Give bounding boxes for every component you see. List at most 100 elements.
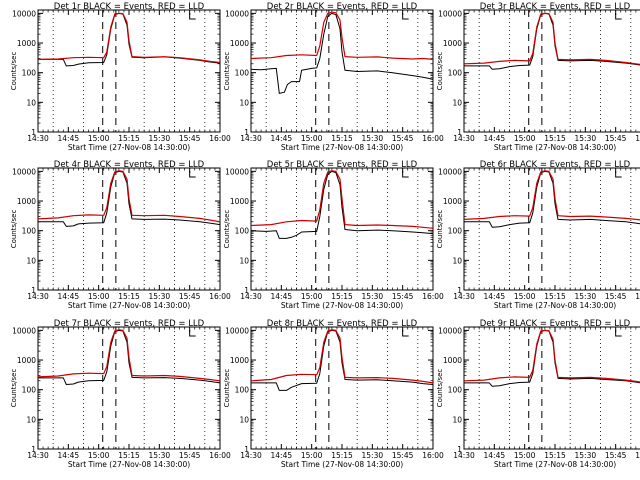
y-tick-label: 1 xyxy=(457,445,462,454)
x-tick-label: 14:45 xyxy=(58,292,80,301)
x-tick-label: 14:30 xyxy=(240,134,262,143)
panel-title: Det 3r BLACK = Events, RED = LLD xyxy=(480,2,631,12)
series-lld-line xyxy=(463,329,640,383)
x-tick-label: 15:30 xyxy=(362,451,384,460)
panel-det-2: Det 2r BLACK = Events, RED = LLD 1 10 100 10… xyxy=(223,2,444,152)
x-tick-label: 15:30 xyxy=(575,451,597,460)
x-tick-label: 15:45 xyxy=(392,134,414,143)
x-tick-label: 15:45 xyxy=(392,292,414,301)
corner-marker xyxy=(189,171,196,178)
x-tick-label: 15:00 xyxy=(301,451,323,460)
panel-title: Det 6r BLACK = Events, RED = LLD xyxy=(480,160,631,170)
x-tick-label: 15:00 xyxy=(514,134,536,143)
x-axis-label: Start Time (27-Nov-08 14:30:00) xyxy=(281,301,403,310)
x-tick-label: 16:00 xyxy=(635,292,640,301)
x-tick-label: 15:45 xyxy=(392,451,414,460)
x-tick-label: 15:15 xyxy=(331,134,353,143)
x-axis-label: Start Time (27-Nov-08 14:30:00) xyxy=(68,143,190,152)
y-tick-label: 10000 xyxy=(438,9,462,18)
y-axis-label: Counts/sec xyxy=(223,369,231,408)
plot-frame xyxy=(463,167,640,291)
x-tick-label: 14:45 xyxy=(484,134,506,143)
x-tick-label: 15:15 xyxy=(544,134,566,143)
y-tick-label: 1 xyxy=(244,286,249,295)
x-axis-label: Start Time (27-Nov-08 14:30:00) xyxy=(494,143,616,152)
series-events-line xyxy=(464,170,640,228)
x-tick-label: 16:00 xyxy=(422,292,444,301)
y-tick-label: 1000 xyxy=(443,39,462,48)
plot-frame xyxy=(250,167,434,291)
y-axis-label: Counts/sec xyxy=(436,369,444,408)
x-axis-label: Start Time (27-Nov-08 14:30:00) xyxy=(494,460,616,469)
y-tick-label: 10 xyxy=(239,415,249,424)
y-tick-label: 100 xyxy=(22,69,37,78)
panel-title: Det 5r BLACK = Events, RED = LLD xyxy=(267,160,418,170)
y-tick-label: 10000 xyxy=(12,326,36,335)
x-tick-label: 15:45 xyxy=(179,292,201,301)
y-tick-label: 100 xyxy=(235,227,250,236)
y-axis-label: Counts/sec xyxy=(223,210,231,249)
x-tick-label: 15:45 xyxy=(179,134,201,143)
y-tick-label: 100 xyxy=(235,386,250,395)
panel-det-5: Det 5r BLACK = Events, RED = LLD 1 10 100 10… xyxy=(223,160,444,310)
x-tick-label: 14:30 xyxy=(27,134,49,143)
x-tick-label: 15:15 xyxy=(331,451,353,460)
x-tick-label: 14:30 xyxy=(453,134,475,143)
y-tick-label: 10 xyxy=(452,98,462,107)
panel-title: Det 4r BLACK = Events, RED = LLD xyxy=(54,160,205,170)
series-lld-line xyxy=(463,12,640,65)
x-tick-label: 14:30 xyxy=(453,292,475,301)
plot-frame xyxy=(463,326,640,450)
y-tick-label: 10000 xyxy=(438,326,462,335)
y-tick-label: 1000 xyxy=(230,356,249,365)
x-axis-label: Start Time (27-Nov-08 14:30:00) xyxy=(68,301,190,310)
y-tick-label: 1 xyxy=(244,445,249,454)
y-tick-label: 1000 xyxy=(230,197,249,206)
y-tick-label: 1000 xyxy=(443,356,462,365)
y-tick-label: 10 xyxy=(239,98,249,107)
y-axis-label: Counts/sec xyxy=(436,210,444,249)
y-tick-label: 1000 xyxy=(230,39,249,48)
panel-det-3: Det 3r BLACK = Events, RED = LLD 1 10 100 10… xyxy=(436,2,640,152)
y-tick-label: 1000 xyxy=(17,356,36,365)
x-tick-label: 14:45 xyxy=(271,292,293,301)
x-tick-label: 14:45 xyxy=(484,292,506,301)
x-tick-label: 14:30 xyxy=(240,451,262,460)
x-tick-label: 16:00 xyxy=(422,451,444,460)
x-tick-label: 14:45 xyxy=(484,451,506,460)
plot-frame xyxy=(250,9,434,133)
y-tick-label: 100 xyxy=(235,69,250,78)
x-tick-label: 15:45 xyxy=(179,451,201,460)
y-tick-label: 1 xyxy=(31,128,36,137)
panel-title: Det 7r BLACK = Events, RED = LLD xyxy=(54,319,205,329)
panel-title: Det 8r BLACK = Events, RED = LLD xyxy=(267,319,418,329)
y-tick-label: 100 xyxy=(22,227,37,236)
corner-marker xyxy=(402,13,409,20)
series-events-line xyxy=(464,329,640,387)
series-events-line xyxy=(250,170,434,239)
y-tick-label: 1 xyxy=(457,128,462,137)
corner-marker xyxy=(402,330,409,337)
x-tick-label: 15:30 xyxy=(149,451,171,460)
x-tick-label: 16:00 xyxy=(209,134,231,143)
corner-marker xyxy=(402,171,409,178)
x-tick-label: 15:30 xyxy=(362,292,384,301)
y-tick-label: 10 xyxy=(26,256,36,265)
y-tick-label: 10000 xyxy=(225,167,249,176)
y-tick-label: 1 xyxy=(31,445,36,454)
panel-det-8: Det 8r BLACK = Events, RED = LLD 1 10 100 10… xyxy=(223,319,444,469)
x-tick-label: 14:30 xyxy=(453,451,475,460)
corner-marker xyxy=(615,13,622,20)
x-tick-label: 16:00 xyxy=(635,134,640,143)
x-tick-label: 15:15 xyxy=(544,292,566,301)
y-tick-label: 10000 xyxy=(438,167,462,176)
y-tick-label: 10 xyxy=(26,98,36,107)
y-axis-label: Counts/sec xyxy=(10,369,18,408)
y-tick-label: 10 xyxy=(452,256,462,265)
series-events-line xyxy=(250,12,434,94)
x-tick-label: 15:45 xyxy=(605,134,627,143)
corner-marker xyxy=(189,13,196,20)
series-lld-line xyxy=(250,329,434,384)
plot-frame xyxy=(37,167,221,291)
y-tick-label: 1 xyxy=(244,128,249,137)
